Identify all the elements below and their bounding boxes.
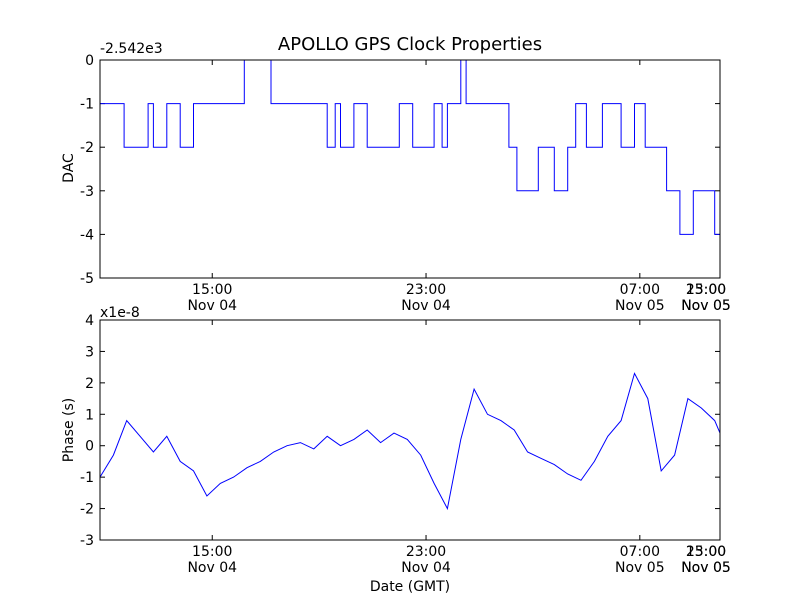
dac-xtick-time-label: 07:00 xyxy=(620,282,660,298)
phase-xtick-date-label: Nov 04 xyxy=(401,560,451,576)
dac-plot-frame xyxy=(99,59,721,279)
dac-xtick-date-label: Nov 04 xyxy=(187,298,237,314)
dac-ytick-label: -3 xyxy=(80,184,94,200)
dac-offset-label: -2.542e3 xyxy=(100,41,163,57)
phase-series-line xyxy=(99,372,721,511)
phase-x-axis-label: Date (GMT) xyxy=(370,579,450,595)
dac-panel: APOLLO GPS Clock Properties -2.542e3 DAC… xyxy=(61,34,731,314)
dac-xtick-time-label: 23:00 xyxy=(406,282,446,298)
phase-offset-label: x1e-8 xyxy=(100,305,140,321)
dac-ytick-label: -1 xyxy=(80,97,94,113)
dac-xtick-date-label: Nov 05 xyxy=(681,298,731,314)
phase-xtick-time-label: 15:00 xyxy=(192,544,232,560)
phase-xtick-date-label: Nov 05 xyxy=(681,560,731,576)
dac-ytick-label: -5 xyxy=(80,271,94,287)
phase-xtick-date-label: Nov 05 xyxy=(615,560,665,576)
phase-xtick-time-label: 15:00 xyxy=(686,544,726,560)
phase-xtick-date-label: Nov 04 xyxy=(187,560,237,576)
phase-ytick-label: 4 xyxy=(85,313,94,329)
phase-xtick-date-label: Nov 05 xyxy=(681,560,731,576)
dac-xtick-time-label: 23:00 xyxy=(686,282,726,298)
dac-ytick-label: -4 xyxy=(80,227,94,243)
phase-series-path xyxy=(99,372,721,511)
phase-panel: x1e-8 Phase (s) Date (GMT) 4 3 2 1 0 -1 -2 -3 15… xyxy=(61,305,731,595)
phase-ytick-label: -1 xyxy=(80,470,94,486)
dac-ytick-label: 0 xyxy=(85,53,94,69)
phase-xtick-time-label: 23:00 xyxy=(406,544,446,560)
phase-ytick-label: 0 xyxy=(85,439,94,455)
dac-xtick-time-label: 15:00 xyxy=(192,282,232,298)
dac-series-path xyxy=(100,59,721,235)
phase-xtick-time-label: 07:00 xyxy=(620,544,660,560)
phase-ytick-label: -3 xyxy=(80,533,94,549)
dac-xtick-date-label: Nov 04 xyxy=(401,298,451,314)
phase-ytick-label: 1 xyxy=(85,407,94,423)
dac-xtick-date-label: Nov 05 xyxy=(615,298,665,314)
dac-series-line xyxy=(100,59,721,235)
dac-xtick-date-label: Nov 05 xyxy=(681,298,731,314)
phase-xtick-time-label: 23:00 xyxy=(686,544,726,560)
phase-y-axis-label: Phase (s) xyxy=(61,398,77,462)
dac-y-axis-label: DAC xyxy=(61,153,77,183)
phase-ytick-label: 2 xyxy=(85,376,94,392)
phase-plot-frame xyxy=(99,319,721,541)
dac-xtick-time-label: 15:00 xyxy=(686,282,726,298)
dac-ytick-label: -2 xyxy=(80,140,94,156)
phase-ytick-label: 3 xyxy=(85,344,94,360)
phase-ytick-label: -2 xyxy=(80,502,94,518)
chart-title: APOLLO GPS Clock Properties xyxy=(278,34,542,55)
